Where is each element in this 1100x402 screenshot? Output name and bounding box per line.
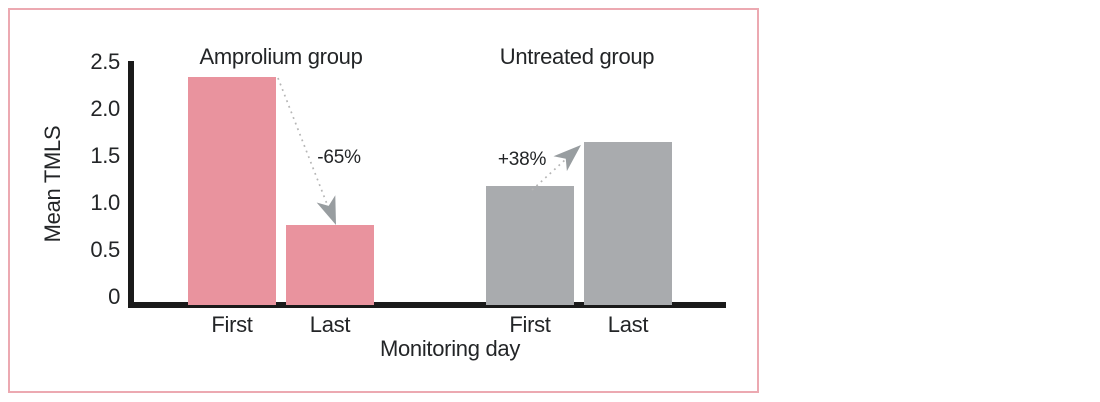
x-tick-label: Last [607, 312, 649, 337]
bar-untreated-last [584, 142, 672, 305]
bar-amprolium-first [188, 77, 276, 305]
group-title-amprolium: Amprolium group [199, 44, 363, 69]
x-axis-title: Monitoring day [379, 336, 521, 361]
y-tick-label: 2.5 [90, 49, 120, 74]
bar-amprolium-last [286, 225, 374, 305]
bar-untreated-first [486, 186, 574, 305]
x-tick-label: Last [309, 312, 351, 337]
x-tick-label: First [509, 312, 551, 337]
y-axis-line [128, 61, 134, 308]
x-tick-label: First [211, 312, 253, 337]
y-tick-label: 1.5 [90, 143, 120, 168]
annotation-increase: +38% [497, 149, 547, 170]
group-title-untreated: Untreated group [499, 44, 655, 69]
y-tick-label: 2.0 [90, 96, 120, 121]
y-tick-label: 1.0 [90, 190, 120, 215]
y-tick-label: 0 [108, 284, 120, 309]
y-tick-label: 0.5 [90, 237, 120, 262]
annotation-decrease: -65% [317, 147, 361, 168]
x-axis-line [128, 302, 726, 308]
